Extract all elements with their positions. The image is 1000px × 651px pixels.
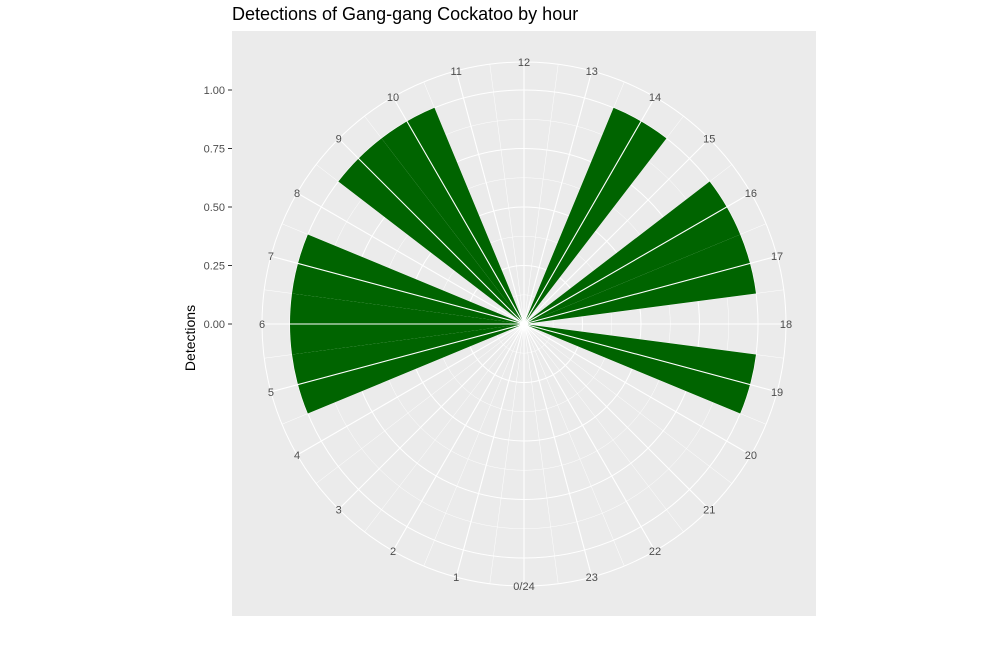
x-tick-label: 23: [586, 572, 598, 584]
bar-hour-16: [524, 181, 741, 324]
major-grid-spoke: [296, 192, 525, 325]
y-tick-label: 0.25: [204, 261, 225, 273]
minor-grid-spoke: [315, 323, 525, 484]
x-tick-label: 3: [336, 504, 342, 516]
major-grid-spoke: [523, 70, 593, 325]
x-tick-label: 2: [390, 546, 396, 558]
x-tick-label: 6: [259, 319, 265, 331]
minor-grid-spoke: [489, 64, 525, 325]
major-grid-spoke: [392, 323, 525, 552]
spokes-layer: [262, 62, 786, 586]
x-tick-label: 15: [703, 134, 715, 146]
major-grid-spoke: [338, 138, 525, 325]
x-tick-label: 7: [268, 251, 274, 263]
major-grid-spoke: [296, 323, 525, 456]
x-tick-label: 8: [294, 188, 300, 200]
y-axis: 0.00 0.25 0.50 0.75 1.00: [204, 85, 232, 331]
x-tick-label: 14: [649, 92, 661, 104]
minor-grid-spoke: [489, 323, 525, 584]
x-tick-label: 19: [771, 387, 783, 399]
x-tick-label: 5: [268, 387, 274, 399]
bar-hour-14: [524, 107, 667, 324]
x-tick-label: 21: [703, 504, 715, 516]
bar-hour-5: [292, 324, 524, 414]
y-axis-label: Detections: [182, 305, 198, 371]
major-grid-spoke: [270, 255, 525, 325]
minor-grid-spoke: [523, 323, 733, 484]
minor-grid-spoke: [523, 323, 559, 584]
x-tick-label: 9: [336, 134, 342, 146]
major-grid-spoke: [523, 323, 752, 456]
minor-grid-spoke: [523, 323, 625, 567]
x-tick-label: 18: [780, 319, 792, 331]
major-grid-spoke: [523, 323, 593, 578]
minor-grid-spoke: [523, 64, 559, 325]
bar-hour-7: [292, 234, 524, 324]
major-grid-spoke: [523, 192, 752, 325]
minor-grid-spoke: [281, 323, 525, 425]
bar-hour-19: [524, 324, 756, 414]
chart-title: Detections of Gang-gang Cockatoo by hour: [232, 4, 579, 24]
major-grid-spoke: [270, 323, 525, 393]
major-grid-spoke: [338, 323, 525, 510]
minor-grid-spoke: [523, 323, 684, 533]
major-grid-spoke: [523, 323, 778, 393]
y-tick-label: 1.00: [204, 85, 225, 97]
major-grid-spoke: [523, 96, 656, 325]
major-grid-spoke: [455, 323, 525, 578]
x-tick-label: 12: [518, 57, 530, 69]
y-tick-label: 0.75: [204, 144, 225, 156]
major-grid-spoke: [523, 255, 778, 325]
major-grid-spoke: [523, 138, 710, 325]
bar-hour-10: [381, 107, 524, 324]
x-tick-label: 1: [453, 572, 459, 584]
major-grid-spoke: [392, 96, 525, 325]
x-tick-label: 16: [745, 188, 757, 200]
x-tick-label: 22: [649, 546, 661, 558]
y-tick-label: 0.00: [204, 319, 225, 331]
x-tick-label: 4: [294, 450, 300, 462]
major-grid-spoke: [523, 323, 656, 552]
minor-grid-spoke: [364, 323, 525, 533]
y-tick-label: 0.50: [204, 202, 225, 214]
x-tick-label: 13: [586, 66, 598, 78]
x-tick-label: 20: [745, 450, 757, 462]
minor-grid-spoke: [423, 323, 525, 567]
x-tick-label: 10: [387, 92, 399, 104]
x-tick-label: 0/24: [513, 581, 534, 593]
major-grid-spoke: [455, 70, 525, 325]
x-tick-labels: 0/24123456789101112131415161718192021222…: [259, 57, 792, 593]
x-tick-label: 17: [771, 251, 783, 263]
bar-hour-17: [524, 234, 756, 324]
major-grid-spoke: [523, 323, 710, 510]
x-tick-label: 11: [450, 66, 461, 78]
